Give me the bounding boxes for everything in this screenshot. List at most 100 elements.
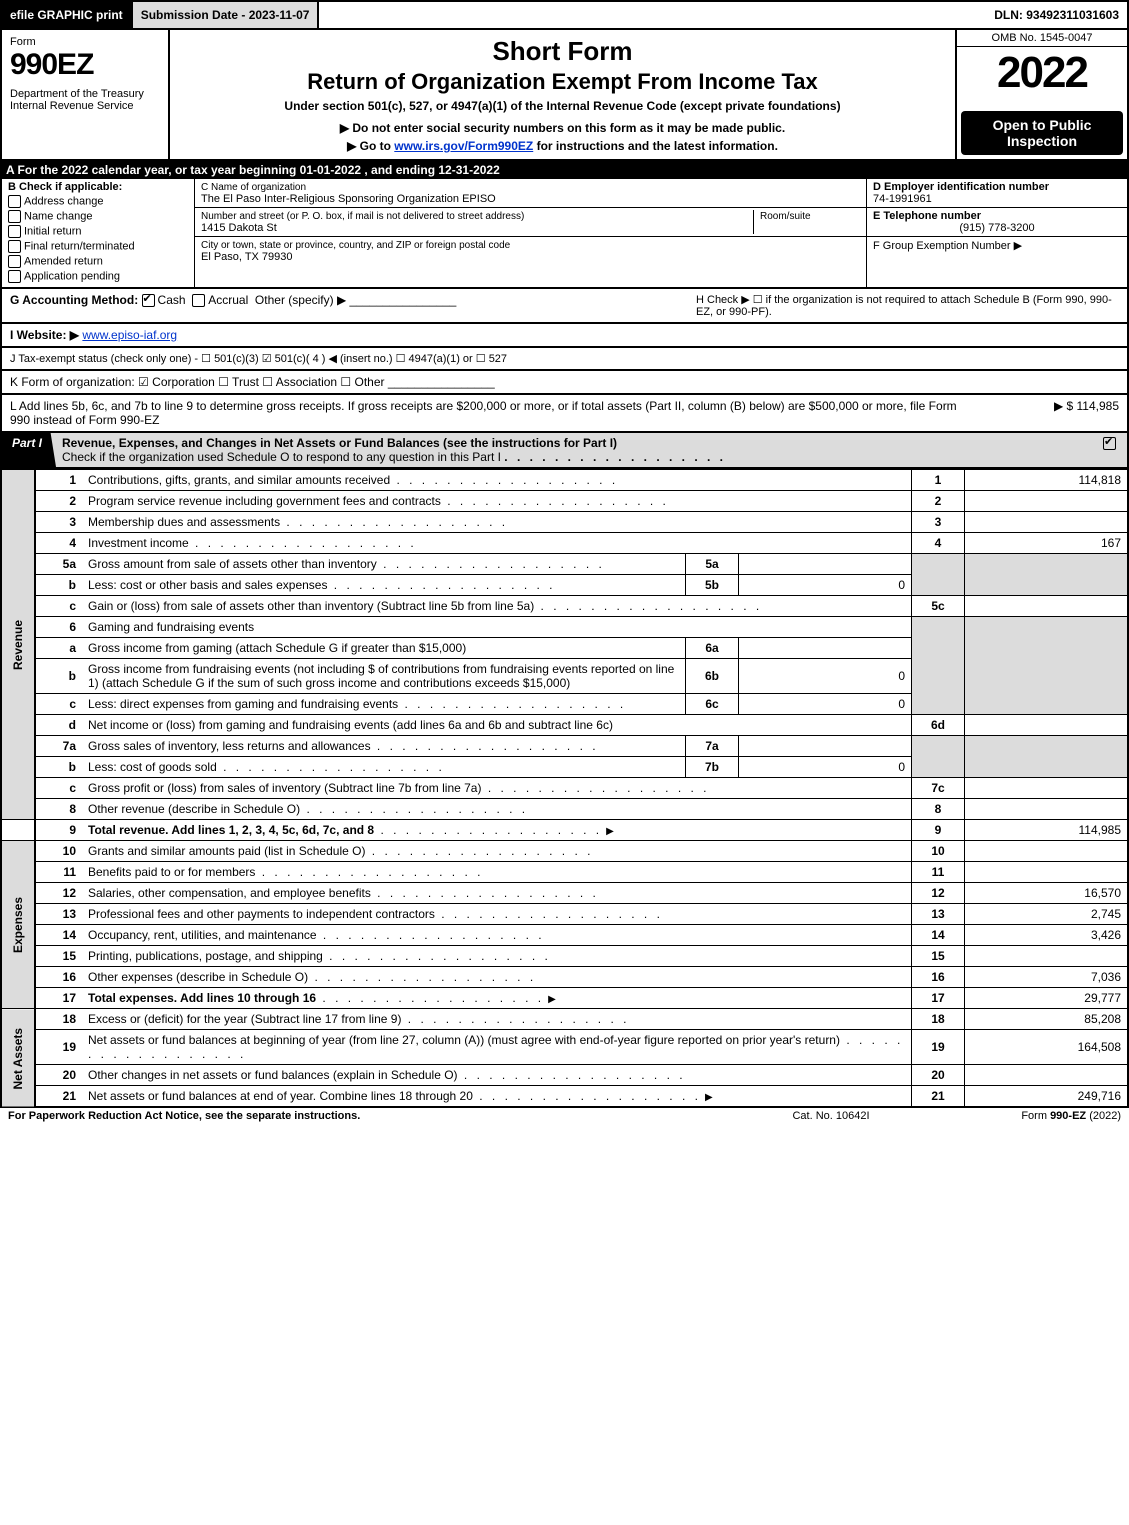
r5c-rn: 5c <box>912 596 965 617</box>
r6d-num: d <box>35 715 82 736</box>
k-text: K Form of organization: ☑ Corporation ☐ … <box>10 375 385 389</box>
r18-rn: 18 <box>912 1009 965 1030</box>
efile-print-label[interactable]: efile GRAPHIC print <box>2 2 133 28</box>
r9-amt: 114,985 <box>965 820 1129 841</box>
r1-num: 1 <box>35 470 82 491</box>
r7a-desc: Gross sales of inventory, less returns a… <box>88 739 371 753</box>
r7b-num: b <box>35 757 82 778</box>
department-label: Department of the Treasury Internal Reve… <box>10 88 160 112</box>
goto-pre: ▶ Go to <box>347 139 394 153</box>
form-header: Form 990EZ Department of the Treasury In… <box>0 30 1129 161</box>
r3-desc: Membership dues and assessments <box>88 515 280 529</box>
r18-num: 18 <box>35 1009 82 1030</box>
r2-num: 2 <box>35 491 82 512</box>
g-accrual-check[interactable] <box>192 294 205 307</box>
ein-value: 74-1991961 <box>873 193 932 205</box>
header-right: OMB No. 1545-0047 2022 Open to Public In… <box>955 30 1127 159</box>
r12-amt: 16,570 <box>965 883 1129 904</box>
r6c-num: c <box>35 694 82 715</box>
opt-initial-return[interactable]: Initial return <box>8 225 188 238</box>
opt-final-return[interactable]: Final return/terminated <box>8 240 188 253</box>
r6a-sub: 6a <box>686 638 739 659</box>
submission-date: Submission Date - 2023-11-07 <box>133 2 320 28</box>
r16-rn: 16 <box>912 967 965 988</box>
opt-initial-return-label: Initial return <box>24 225 81 237</box>
r16-amt: 7,036 <box>965 967 1129 988</box>
opt-name-change[interactable]: Name change <box>8 210 188 223</box>
section-def: D Employer identification number 74-1991… <box>866 179 1127 287</box>
r18-desc: Excess or (deficit) for the year (Subtra… <box>88 1012 401 1026</box>
r20-num: 20 <box>35 1065 82 1086</box>
r13-rn: 13 <box>912 904 965 925</box>
part-i-header: Part I Revenue, Expenses, and Changes in… <box>0 433 1129 469</box>
r5a-num: 5a <box>35 554 82 575</box>
c-name-block: C Name of organization The El Paso Inter… <box>195 179 866 208</box>
r3-rn: 3 <box>912 512 965 533</box>
footer-center: Cat. No. 10642I <box>741 1110 921 1122</box>
l-amount: ▶ $ 114,985 <box>979 399 1119 427</box>
short-form-title: Short Form <box>180 36 945 67</box>
opt-amended-return[interactable]: Amended return <box>8 255 188 268</box>
r1-amt: 114,818 <box>965 470 1129 491</box>
opt-address-change-label: Address change <box>24 195 104 207</box>
r20-rn: 20 <box>912 1065 965 1086</box>
goto-link[interactable]: www.irs.gov/Form990EZ <box>394 139 533 153</box>
r2-rn: 2 <box>912 491 965 512</box>
section-l: L Add lines 5b, 6c, and 7b to line 9 to … <box>0 395 1129 433</box>
r8-amt <box>965 799 1129 820</box>
vlabel-expenses: Expenses <box>1 841 35 1009</box>
top-bar: efile GRAPHIC print Submission Date - 20… <box>0 0 1129 30</box>
r6b-subval: 0 <box>739 659 912 694</box>
r6c-sub: 6c <box>686 694 739 715</box>
r6b-desc: Gross income from fundraising events (no… <box>82 659 686 694</box>
r6a-num: a <box>35 638 82 659</box>
omb-number: OMB No. 1545-0047 <box>957 30 1127 47</box>
website-link[interactable]: www.episo-iaf.org <box>82 328 177 342</box>
page-footer: For Paperwork Reduction Act Notice, see … <box>0 1108 1129 1124</box>
ssn-warning: ▶ Do not enter social security numbers o… <box>180 121 945 135</box>
r7b-subval: 0 <box>739 757 912 778</box>
r5a-subval <box>739 554 912 575</box>
g-cash-check[interactable] <box>142 294 155 307</box>
r11-num: 11 <box>35 862 82 883</box>
r5b-desc: Less: cost or other basis and sales expe… <box>88 578 327 592</box>
opt-application-pending[interactable]: Application pending <box>8 270 188 283</box>
r17-num: 17 <box>35 988 82 1009</box>
j-text: J Tax-exempt status (check only one) - ☐… <box>10 353 507 365</box>
topbar-spacer <box>319 2 986 28</box>
goto-post: for instructions and the latest informat… <box>533 139 778 153</box>
opt-address-change[interactable]: Address change <box>8 195 188 208</box>
r14-amt: 3,426 <box>965 925 1129 946</box>
lines-table: Revenue 1 Contributions, gifts, grants, … <box>0 469 1129 1108</box>
org-city: El Paso, TX 79930 <box>201 251 293 263</box>
f-label: F Group Exemption Number ▶ <box>873 240 1022 252</box>
section-i: I Website: ▶ www.episo-iaf.org <box>0 324 1129 348</box>
c-room-label: Room/suite <box>760 211 811 222</box>
r8-desc: Other revenue (describe in Schedule O) <box>88 802 300 816</box>
r6d-desc: Net income or (loss) from gaming and fun… <box>82 715 912 736</box>
r7c-rn: 7c <box>912 778 965 799</box>
r17-desc: Total expenses. Add lines 10 through 16 <box>88 991 316 1005</box>
r5c-desc: Gain or (loss) from sale of assets other… <box>88 599 534 613</box>
r7a-sub: 7a <box>686 736 739 757</box>
r6a-desc: Gross income from gaming (attach Schedul… <box>82 638 686 659</box>
g-label: G Accounting Method: <box>10 293 138 307</box>
section-k: K Form of organization: ☑ Corporation ☐ … <box>0 371 1129 395</box>
r15-amt <box>965 946 1129 967</box>
vlabel-netassets: Net Assets <box>1 1009 35 1108</box>
r9-desc: Total revenue. Add lines 1, 2, 3, 4, 5c,… <box>88 823 374 837</box>
org-street: 1415 Dakota St <box>201 222 277 234</box>
i-label: I Website: ▶ <box>10 328 79 342</box>
form-word: Form <box>10 36 160 48</box>
r6-desc: Gaming and fundraising events <box>82 617 912 638</box>
opt-amended-return-label: Amended return <box>24 255 103 267</box>
r9-rn: 9 <box>912 820 965 841</box>
r5a-desc: Gross amount from sale of assets other t… <box>88 557 377 571</box>
opt-name-change-label: Name change <box>24 210 93 222</box>
part-i-title-text: Revenue, Expenses, and Changes in Net As… <box>62 436 617 450</box>
r19-desc: Net assets or fund balances at beginning… <box>88 1033 840 1047</box>
part-i-checkbox[interactable] <box>1095 433 1127 467</box>
r15-num: 15 <box>35 946 82 967</box>
return-title: Return of Organization Exempt From Incom… <box>180 69 945 95</box>
r6b-sub: 6b <box>686 659 739 694</box>
